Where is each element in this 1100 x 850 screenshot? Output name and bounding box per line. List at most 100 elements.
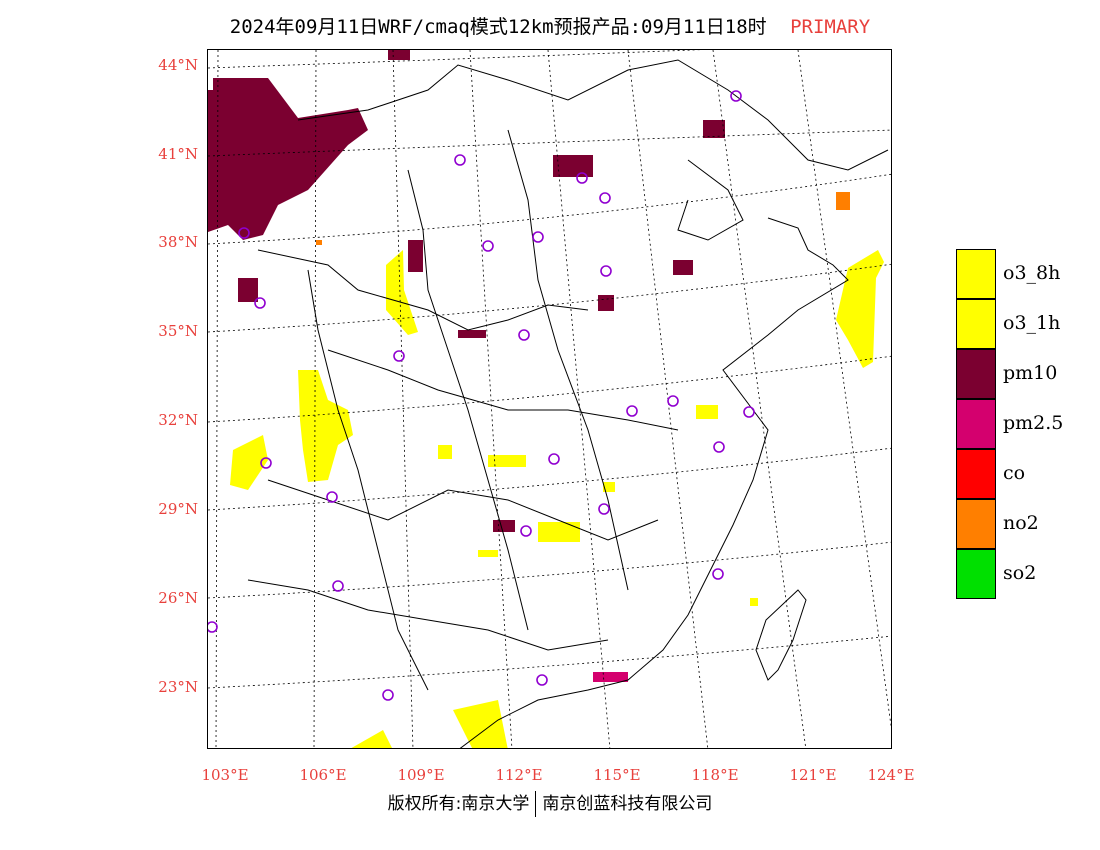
parallel-38 — [208, 173, 891, 245]
pm25-fields — [593, 672, 628, 682]
station-marker — [208, 621, 218, 633]
lon-label: 115°E — [593, 766, 641, 784]
lon-label: 118°E — [691, 766, 739, 784]
station-marker — [520, 525, 532, 537]
legend-swatch — [956, 299, 996, 349]
map-canvas — [208, 50, 891, 748]
meridian-106 — [313, 50, 317, 748]
lat-label: 32°N — [158, 411, 198, 429]
legend-item-so2: so2 — [956, 549, 1100, 599]
province-line-4 — [247, 579, 609, 651]
pm10-field-henan — [598, 295, 614, 311]
parallel-35 — [208, 263, 891, 333]
pm10-field-nw-small — [213, 78, 243, 92]
legend-label: so2 — [1003, 562, 1037, 584]
meridian-103 — [215, 50, 219, 748]
station-marker — [667, 395, 679, 407]
pm25-field-south — [593, 672, 628, 682]
legend-item-o3-1h: o3_1h — [956, 299, 1100, 349]
legend-label: no2 — [1003, 512, 1039, 534]
station-marker — [254, 297, 266, 309]
meridian-109 — [392, 50, 414, 748]
no2-field-dalian — [836, 192, 850, 210]
station-marker — [518, 329, 530, 341]
parallel-41 — [208, 129, 891, 157]
lat-label: 29°N — [158, 500, 198, 518]
pm10-field-north-top — [388, 50, 410, 60]
station-marker — [600, 265, 612, 277]
lon-label: 112°E — [495, 766, 543, 784]
pm10-field-shanxi — [408, 240, 423, 272]
station-markers — [208, 90, 755, 701]
province-line-6 — [507, 129, 629, 591]
lat-label: 38°N — [158, 233, 198, 251]
copyright-footer: 版权所有:南京大学 南京创蓝科技有限公司 — [0, 789, 1100, 817]
lon-label: 103°E — [201, 766, 249, 784]
meridian-112 — [469, 50, 513, 748]
meridian-115 — [547, 50, 611, 748]
lon-label: 106°E — [299, 766, 347, 784]
meridian-124 — [797, 50, 891, 729]
legend-label: co — [1003, 462, 1026, 484]
lat-label: 23°N — [158, 678, 198, 696]
o3-field-guangdong — [478, 550, 498, 557]
o3-field-hainan — [351, 730, 392, 748]
parallel-26 — [208, 541, 891, 599]
lat-label: 41°N — [158, 145, 198, 163]
parallel-44 — [208, 50, 703, 69]
pm10-field-guangxi — [493, 520, 515, 532]
station-marker — [713, 441, 725, 453]
o3-field-jiangxi — [538, 522, 580, 542]
pm10-field-jilin — [703, 120, 725, 138]
pm10-field-northwest — [208, 78, 368, 240]
footer-divider — [535, 791, 537, 817]
northern-border — [297, 59, 889, 171]
primary-tag: PRIMARY — [790, 16, 871, 38]
legend-label: pm2.5 — [1003, 412, 1064, 434]
copyright-left: 版权所有:南京大学 — [387, 794, 530, 814]
station-marker — [454, 154, 466, 166]
station-marker — [326, 491, 338, 503]
station-marker — [743, 406, 755, 418]
o3-field-shaanxi — [386, 250, 418, 335]
legend-swatch — [956, 349, 996, 399]
lat-label: 35°N — [158, 322, 198, 340]
taiwan-outline — [755, 589, 807, 681]
station-marker — [599, 192, 611, 204]
o3-field-chengdu — [230, 435, 268, 490]
province-line-7 — [307, 269, 429, 691]
station-marker — [260, 457, 272, 469]
station-marker — [598, 503, 610, 515]
station-marker — [238, 227, 250, 239]
graticule — [208, 50, 891, 748]
legend-label: pm10 — [1003, 362, 1058, 384]
lat-label: 26°N — [158, 589, 198, 607]
coastline — [459, 217, 849, 748]
parallel-32 — [208, 355, 891, 423]
legend-item-co: co — [956, 449, 1100, 499]
legend-swatch — [956, 249, 996, 299]
legend-swatch — [956, 399, 996, 449]
pm10-fields — [208, 50, 725, 532]
province-line-1 — [257, 249, 589, 331]
boundaries — [247, 59, 889, 748]
station-marker — [548, 453, 560, 465]
lon-label: 121°E — [789, 766, 837, 784]
title-text: 2024年09月11日WRF/cmaq模式12km预报产品:09月11日18时 — [229, 16, 767, 38]
legend-label: o3_1h — [1003, 312, 1061, 334]
province-line-5 — [407, 169, 529, 631]
parallel-23 — [208, 635, 891, 689]
lon-label: 109°E — [397, 766, 445, 784]
parallel-29 — [208, 447, 891, 511]
o3-field-sichuan — [298, 370, 353, 482]
no2-field-small — [316, 240, 322, 245]
legend-swatch — [956, 449, 996, 499]
station-marker — [730, 90, 742, 102]
pm10-field-hebei — [553, 155, 593, 177]
station-marker — [393, 350, 405, 362]
province-line-3 — [267, 479, 659, 541]
station-marker — [382, 689, 394, 701]
o3-field-anhui — [696, 405, 718, 419]
station-marker — [536, 674, 548, 686]
o3-field-small-2 — [603, 482, 615, 492]
